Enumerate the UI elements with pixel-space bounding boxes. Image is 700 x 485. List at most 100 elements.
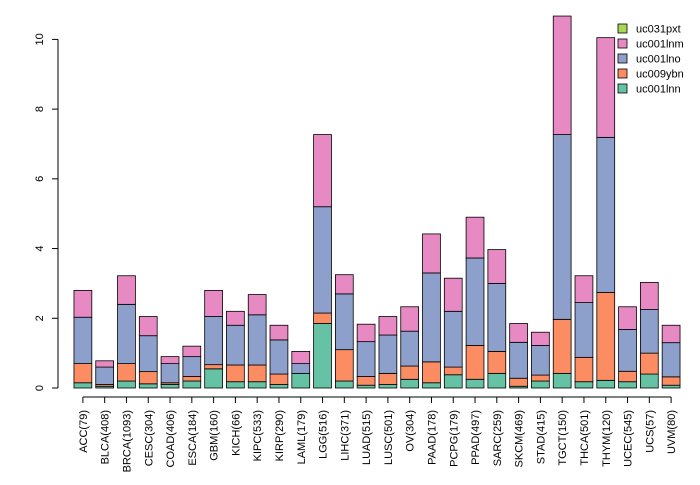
bar-segment-uc001lnm [596, 37, 616, 138]
bar-stack [247, 294, 267, 389]
bar-stack [509, 323, 528, 389]
bar-segment-uc001lnm [400, 306, 420, 332]
x-tick-label: PAAD(178) [426, 410, 438, 465]
x-tick-label: COAD(406) [165, 410, 177, 467]
bar-stack [182, 345, 202, 389]
bar-segment-uc001lnn [552, 372, 572, 389]
bar-segment-uc001lno [313, 206, 332, 314]
bar-stack [95, 360, 115, 389]
bar-stack [661, 324, 681, 389]
bar-segment-uc001lnn [574, 381, 594, 389]
bar-segment-uc009ybn [247, 364, 267, 383]
bar-segment-uc001lnm [618, 306, 637, 330]
y-tick-label: 10 [34, 33, 46, 45]
y-tick-label: 8 [34, 106, 46, 112]
bar-segment-uc001lnn [204, 368, 223, 389]
bar-segment-uc001lnn [334, 380, 354, 389]
bar-stack [552, 15, 572, 389]
x-tick-label: ACC(79) [78, 410, 90, 453]
bar-segment-uc001lnm [661, 324, 681, 344]
bar-segment-uc001lnm [509, 323, 528, 343]
bar-segment-uc009ybn [313, 312, 332, 324]
bar-stack [618, 306, 637, 389]
bar-segment-uc001lno [465, 257, 485, 346]
bar-segment-uc001lno [400, 330, 420, 367]
bar-stack [465, 216, 485, 389]
bar-stack [117, 275, 136, 389]
bar-segment-uc009ybn [487, 350, 507, 374]
bar-segment-uc001lno [334, 293, 354, 351]
bar-segment-uc001lnn [400, 378, 420, 389]
bar-segment-uc001lno [226, 324, 245, 366]
bar-segment-uc009ybn [138, 371, 158, 385]
bar-segment-uc001lnm [95, 360, 115, 368]
legend-label: uc001lnm [636, 39, 684, 51]
bar-segment-uc001lno [531, 345, 550, 376]
bar-segment-uc009ybn [334, 349, 354, 382]
x-tick-label: OV(304) [405, 410, 417, 452]
bar-segment-uc001lnm [117, 275, 136, 305]
x-tick-label: KIRP(290) [274, 410, 286, 461]
bar-segment-uc009ybn [574, 356, 594, 383]
bar-segment-uc001lnn [443, 374, 463, 389]
bar-segment-uc001lnn [313, 323, 332, 389]
bar-segment-uc001lno [73, 316, 93, 364]
bar-stack [422, 233, 441, 389]
x-tick-label: UVM(80) [666, 410, 678, 454]
bar-segment-uc001lno [291, 363, 311, 374]
bar-segment-uc001lno [596, 136, 616, 293]
bar-stack [574, 275, 594, 389]
bar-segment-uc001lnm [574, 275, 594, 303]
bar-segment-uc001lno [204, 316, 223, 366]
bar-stack [226, 310, 245, 389]
x-tick-label: GBM(160) [209, 410, 221, 461]
bar-segment-uc009ybn [443, 366, 463, 376]
bar-stack [313, 134, 332, 389]
bar-segment-uc001lnm [160, 356, 180, 365]
bar-stack [378, 316, 398, 389]
bar-segment-uc001lnm [465, 216, 485, 259]
bar-segment-uc009ybn [531, 374, 550, 382]
bar-segment-uc001lnm [269, 324, 289, 341]
legend-swatch [617, 23, 628, 34]
bar-segment-uc001lnm [531, 331, 550, 346]
x-tick-label: UCS(57) [644, 410, 656, 453]
bar-segment-uc001lno [182, 356, 202, 377]
bar-segment-uc009ybn [422, 361, 441, 384]
bar-segment-uc001lnn [531, 380, 550, 389]
bar-segment-uc001lnm [378, 316, 398, 336]
bar-segment-uc001lno [487, 283, 507, 352]
bar-segment-uc001lnn [378, 384, 398, 389]
bar-segment-uc001lnm [247, 294, 267, 316]
bar-segment-uc001lno [160, 363, 180, 384]
bar-segment-uc001lno [639, 309, 659, 354]
x-axis: ACC(79) BLCA(408) BRCA(1093) CESC(304) COAD(… [78, 396, 678, 472]
bar-segment-uc009ybn [378, 372, 398, 385]
bar-stack [334, 274, 354, 389]
y-tick-label: 0 [34, 385, 46, 391]
y-tick-label: 6 [34, 176, 46, 182]
bar-stack [639, 281, 659, 389]
x-tick-label: KICH(66) [230, 410, 242, 456]
bar-segment-uc009ybn [596, 292, 616, 381]
bar-segment-uc001lnm [204, 289, 223, 317]
bar-segment-uc001lno [247, 314, 267, 366]
bar-segment-uc001lno [356, 341, 376, 377]
bar-segment-uc009ybn [182, 376, 202, 382]
legend-label: uc001lno [636, 54, 681, 66]
x-tick-label: BRCA(1093) [121, 410, 133, 472]
x-tick-label: TGCT(150) [557, 410, 569, 466]
bar-segment-uc001lnn [73, 382, 93, 389]
bar-stack [160, 356, 180, 389]
bar-segment-uc001lno [378, 334, 398, 374]
bar-segment-uc009ybn [356, 376, 376, 386]
bar-segment-uc001lnn [487, 372, 507, 389]
bar-segment-uc009ybn [509, 377, 528, 387]
bar-segment-uc001lnm [443, 277, 463, 312]
bar-segment-uc001lno [509, 341, 528, 379]
bar-segment-uc001lnn [356, 384, 376, 389]
bar-stack [138, 316, 158, 389]
bar-segment-uc001lno [618, 329, 637, 372]
